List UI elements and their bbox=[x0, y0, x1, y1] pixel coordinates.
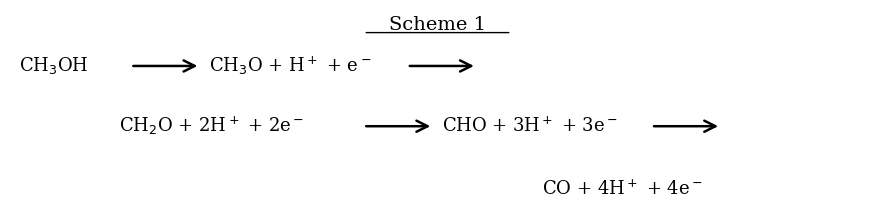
Text: Scheme 1: Scheme 1 bbox=[389, 16, 486, 34]
Text: CH$_3$OH: CH$_3$OH bbox=[19, 55, 88, 77]
Text: CH$_3$O + H$^+$ + e$^-$: CH$_3$O + H$^+$ + e$^-$ bbox=[209, 55, 371, 77]
Text: CH$_2$O + 2H$^+$ + 2e$^-$: CH$_2$O + 2H$^+$ + 2e$^-$ bbox=[119, 115, 304, 137]
Text: CO + 4H$^+$ + 4e$^-$: CO + 4H$^+$ + 4e$^-$ bbox=[542, 179, 703, 198]
Text: CHO + 3H$^+$ + 3e$^-$: CHO + 3H$^+$ + 3e$^-$ bbox=[442, 117, 618, 136]
